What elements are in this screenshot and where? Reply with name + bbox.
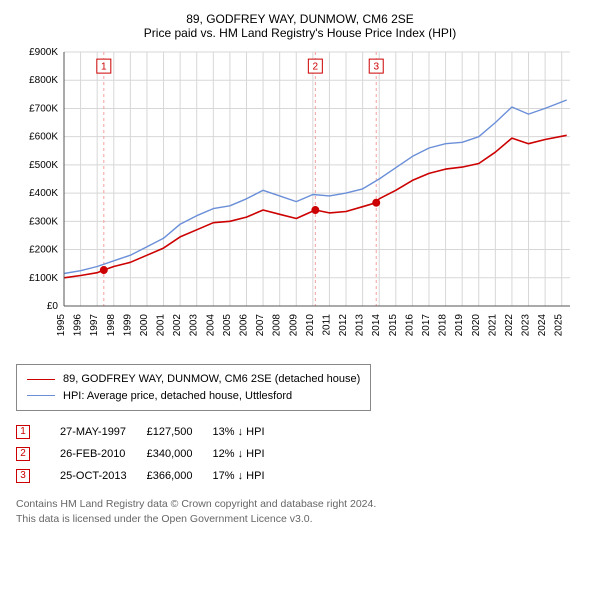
- footer-line-2: This data is licensed under the Open Gov…: [16, 512, 584, 527]
- svg-text:£100K: £100K: [29, 273, 58, 284]
- svg-text:2009: 2009: [288, 314, 299, 337]
- svg-text:2003: 2003: [189, 314, 200, 337]
- price-chart: £0 £100K £200K £300K £400K £500K £600K £700K £80…: [16, 46, 576, 356]
- svg-text:2017: 2017: [421, 314, 432, 337]
- legend-label: 89, GODFREY WAY, DUNMOW, CM6 2SE (detach…: [63, 371, 360, 388]
- chart-container: £0 £100K £200K £300K £400K £500K £600K £700K £80…: [16, 46, 584, 356]
- svg-text:2011: 2011: [321, 314, 332, 336]
- legend-label: HPI: Average price, detached house, Uttl…: [63, 388, 292, 405]
- event-diff: 12% ↓ HPI: [213, 443, 285, 465]
- legend-swatch: [27, 379, 55, 380]
- svg-text:£0: £0: [47, 301, 59, 312]
- event-price: £127,500: [147, 421, 213, 443]
- footer-attribution: Contains HM Land Registry data © Crown c…: [16, 497, 584, 526]
- svg-text:£800K: £800K: [29, 75, 58, 86]
- svg-text:1: 1: [101, 62, 107, 73]
- svg-text:£300K: £300K: [29, 216, 58, 227]
- svg-text:1995: 1995: [56, 314, 67, 337]
- svg-text:2001: 2001: [156, 314, 167, 337]
- svg-text:£700K: £700K: [29, 103, 58, 114]
- event-price: £366,000: [147, 465, 213, 487]
- svg-text:£900K: £900K: [29, 47, 58, 58]
- svg-text:2023: 2023: [521, 314, 532, 337]
- event-marker-badge: 2: [16, 447, 30, 461]
- page-title: 89, GODFREY WAY, DUNMOW, CM6 2SE: [16, 12, 584, 26]
- events-row: 3 25-OCT-2013£366,00017% ↓ HPI: [16, 465, 285, 487]
- svg-text:2004: 2004: [205, 314, 216, 337]
- svg-text:2020: 2020: [471, 314, 482, 337]
- svg-text:2005: 2005: [222, 314, 233, 337]
- event-marker-badge: 3: [16, 469, 30, 483]
- svg-text:2012: 2012: [338, 314, 349, 337]
- svg-text:2013: 2013: [355, 314, 366, 337]
- legend-item: 89, GODFREY WAY, DUNMOW, CM6 2SE (detach…: [27, 371, 360, 388]
- svg-text:£200K: £200K: [29, 245, 58, 256]
- svg-text:2016: 2016: [404, 314, 415, 337]
- events-row: 2 26-FEB-2010£340,00012% ↓ HPI: [16, 443, 285, 465]
- event-date: 26-FEB-2010: [60, 443, 147, 465]
- svg-text:2015: 2015: [388, 314, 399, 337]
- svg-text:2: 2: [313, 62, 319, 73]
- event-marker-badge: 1: [16, 425, 30, 439]
- svg-text:2021: 2021: [487, 314, 498, 337]
- svg-text:3: 3: [373, 62, 379, 73]
- svg-text:2010: 2010: [305, 314, 316, 337]
- svg-text:2006: 2006: [238, 314, 249, 337]
- svg-text:£600K: £600K: [29, 132, 58, 143]
- svg-text:£400K: £400K: [29, 188, 58, 199]
- svg-text:2007: 2007: [255, 314, 266, 337]
- events-row: 1 27-MAY-1997£127,50013% ↓ HPI: [16, 421, 285, 443]
- svg-text:2014: 2014: [371, 314, 382, 337]
- svg-text:2008: 2008: [272, 314, 283, 337]
- event-date: 25-OCT-2013: [60, 465, 147, 487]
- svg-text:2025: 2025: [554, 314, 565, 337]
- event-price: £340,000: [147, 443, 213, 465]
- svg-text:2019: 2019: [454, 314, 465, 337]
- svg-text:1996: 1996: [73, 314, 84, 337]
- event-diff: 17% ↓ HPI: [213, 465, 285, 487]
- legend-item: HPI: Average price, detached house, Uttl…: [27, 388, 360, 405]
- legend: 89, GODFREY WAY, DUNMOW, CM6 2SE (detach…: [16, 364, 371, 411]
- svg-text:2000: 2000: [139, 314, 150, 337]
- footer-line-1: Contains HM Land Registry data © Crown c…: [16, 497, 584, 512]
- svg-text:1998: 1998: [106, 314, 117, 337]
- event-diff: 13% ↓ HPI: [213, 421, 285, 443]
- svg-text:2022: 2022: [504, 314, 515, 337]
- page-subtitle: Price paid vs. HM Land Registry's House …: [16, 26, 584, 40]
- svg-text:2018: 2018: [438, 314, 449, 337]
- svg-text:2024: 2024: [537, 314, 548, 337]
- svg-text:£500K: £500K: [29, 160, 58, 171]
- legend-swatch: [27, 395, 55, 396]
- event-date: 27-MAY-1997: [60, 421, 147, 443]
- svg-text:2002: 2002: [172, 314, 183, 337]
- svg-text:1997: 1997: [89, 314, 100, 337]
- svg-text:1999: 1999: [122, 314, 133, 337]
- events-table: 1 27-MAY-1997£127,50013% ↓ HPI 2 26-FEB-201…: [16, 421, 285, 487]
